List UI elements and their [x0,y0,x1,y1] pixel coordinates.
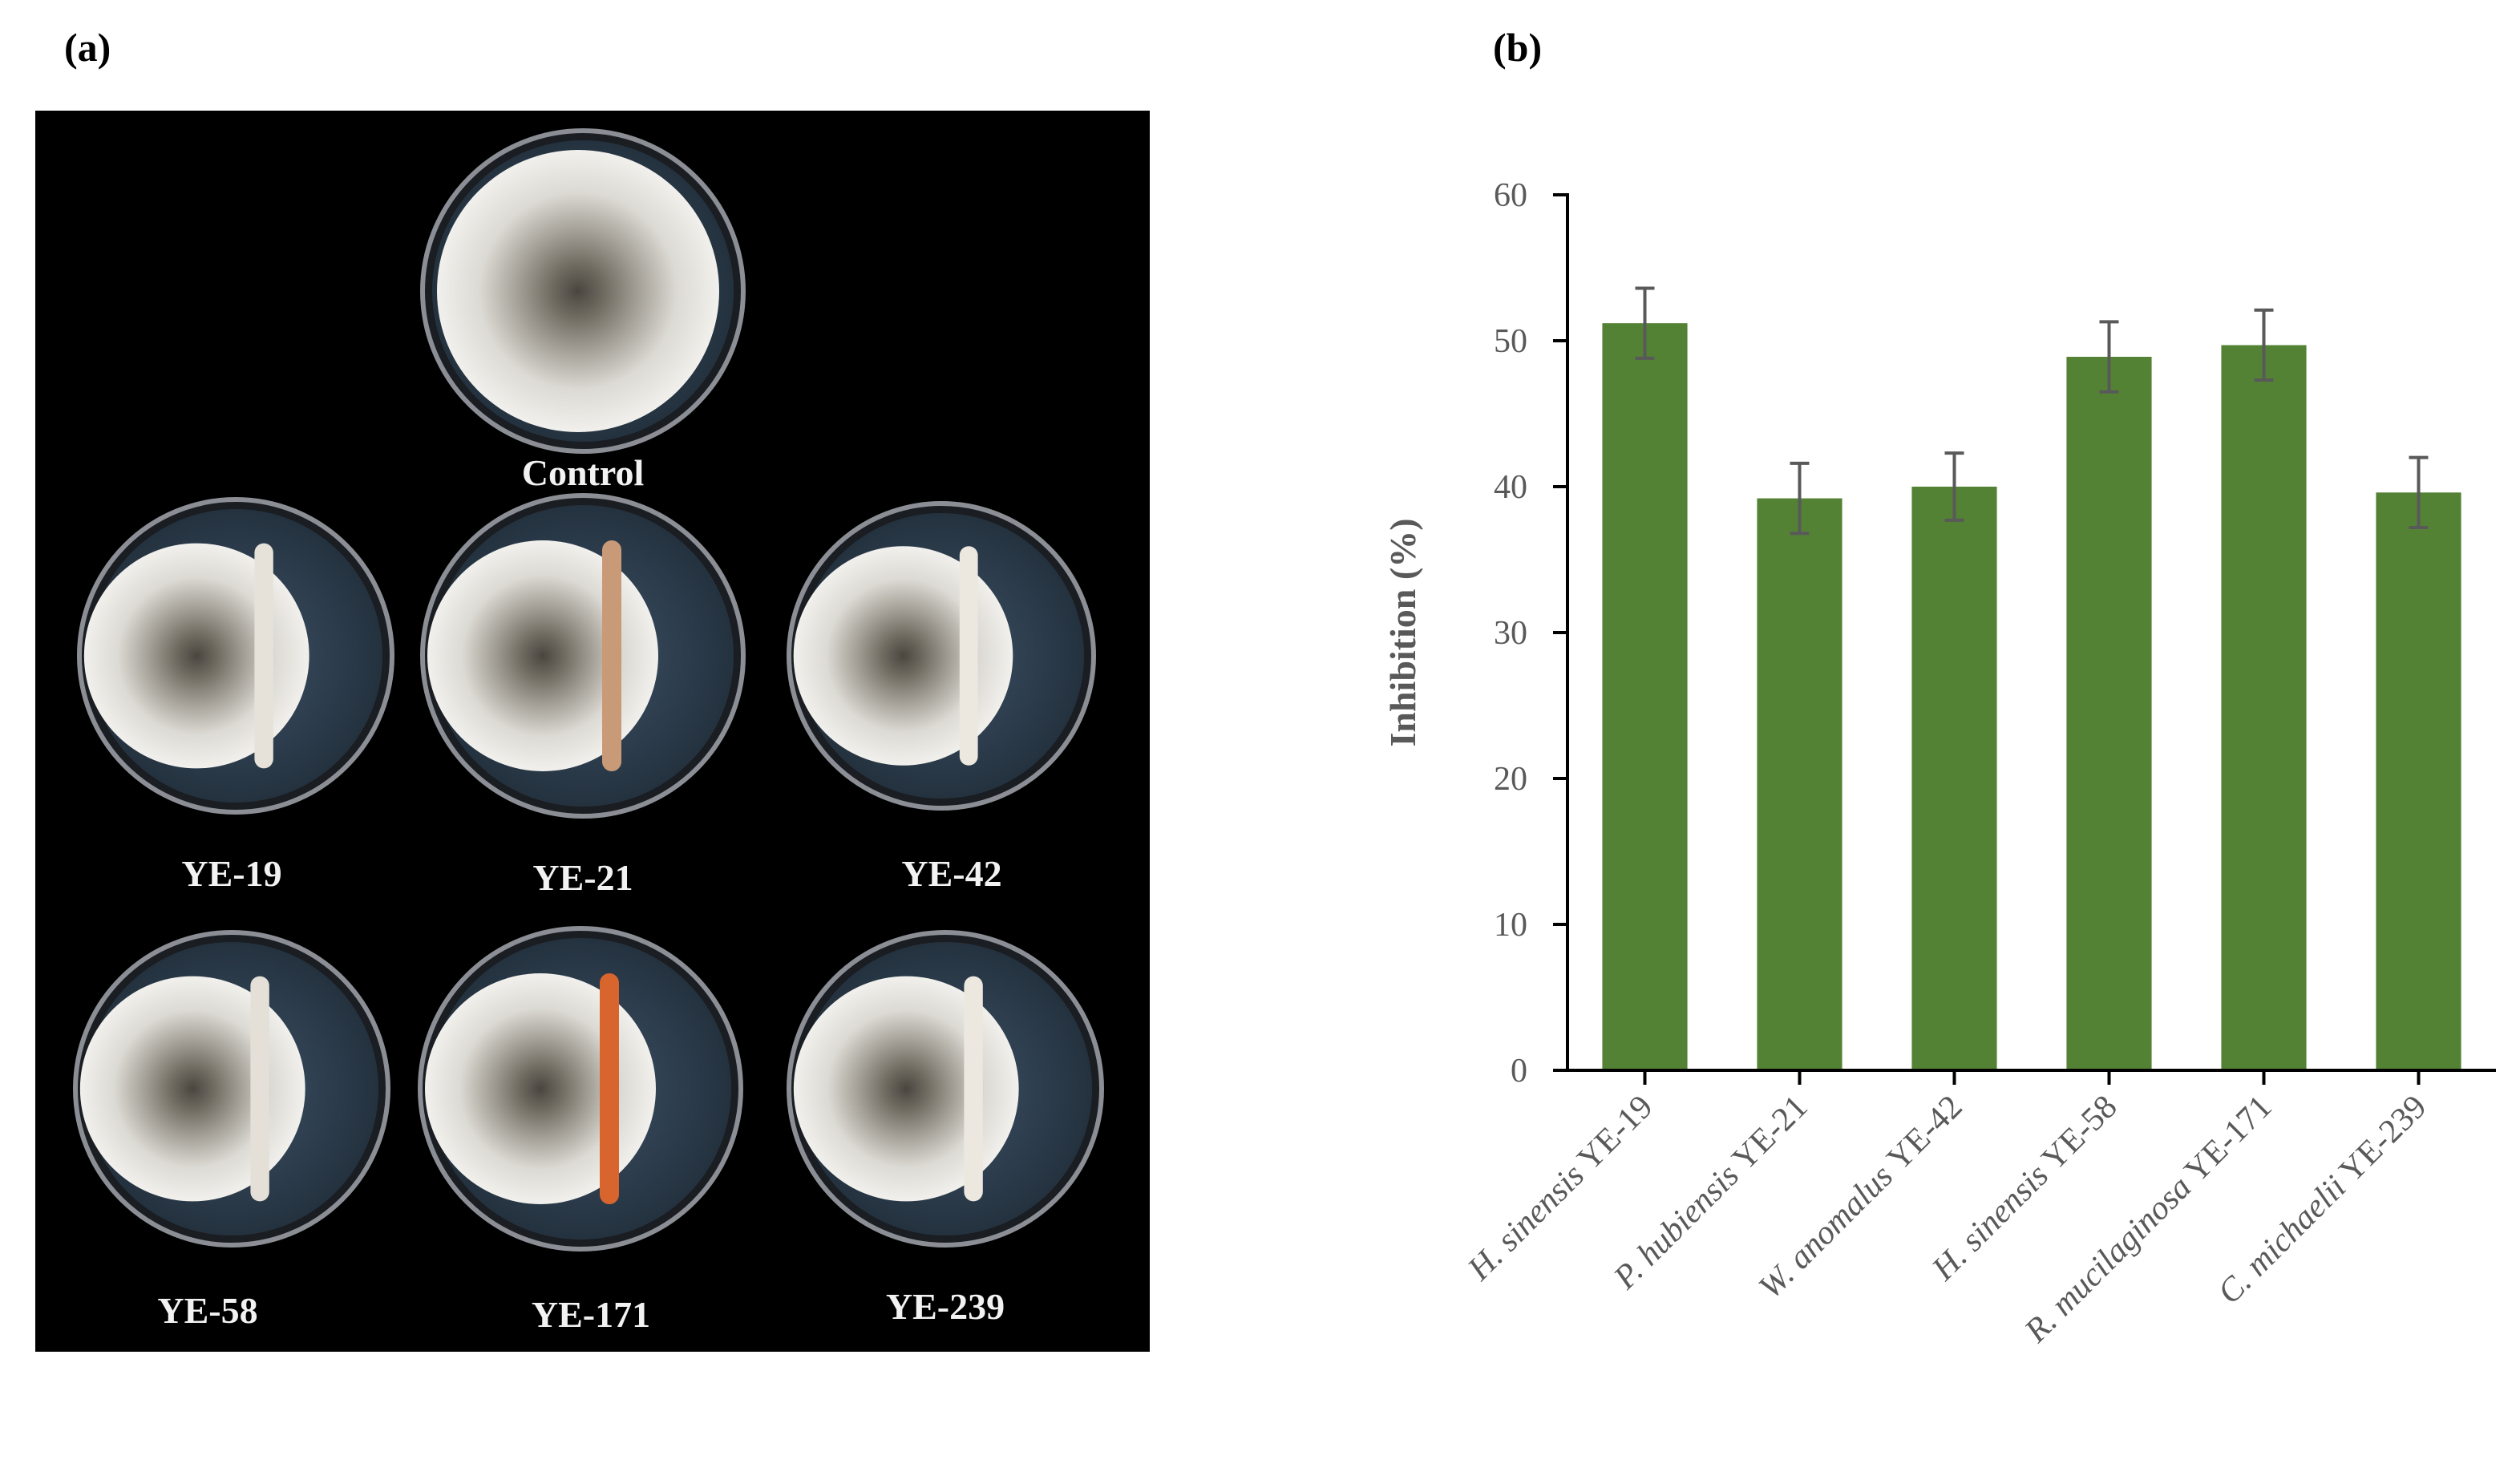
y-tick-label: 0 [1511,1053,1527,1090]
fungal-colony [79,976,305,1202]
petri-dish-photo: Control YE-19 YE-21 YE-42 YE-58 YE-171 Y… [35,111,1150,1352]
panel-label-a: (a) [64,25,111,70]
bar [1911,487,1997,1070]
x-tick-label: R. mucilaginosa YE-171 [2017,1089,2279,1351]
error-bar [1944,451,1964,522]
error-bar [2409,455,2429,529]
bar [2066,357,2152,1070]
petri-dish-drawing [73,128,1104,1252]
bar [1757,498,1842,1070]
bar-series [1602,323,2461,1071]
error-bar [1790,461,1810,536]
bar [2376,492,2461,1070]
yeast-streak [250,976,269,1202]
fungal-colony [437,150,719,432]
dish-label-ye239: YE-239 [885,1286,1005,1327]
error-bars [1635,286,2429,536]
dish-label-ye42: YE-42 [901,853,1002,894]
y-tick-label: 10 [1494,907,1527,944]
fungal-colony [425,973,656,1204]
y-axis-ticks: 0 10 20 30 40 50 60 [1494,177,1567,1090]
y-tick-label: 30 [1494,615,1527,652]
yeast-streak [254,543,273,769]
dish-label-ye171: YE-171 [531,1294,651,1335]
petri-dish [73,930,390,1248]
x-axis-ticks: H. sinensis YE-19P. hubiensis YE-21W. an… [1460,1070,2434,1351]
fungal-colony [793,546,1013,766]
yeast-streak [602,540,621,771]
y-tick-label: 50 [1494,323,1527,360]
inhibition-bar-chart: 0 10 20 30 40 50 60 H. sinensis YE-19P. hubien… [1382,177,2496,1351]
petri-dish [77,497,394,815]
petri-dish [787,930,1104,1248]
error-bar [1635,286,1655,360]
petri-dish [420,128,746,454]
fungal-colony [83,543,309,769]
petri-dish [418,926,743,1252]
dish-label-ye19: YE-19 [181,853,282,894]
yeast-streak [959,546,978,766]
error-bar [2254,308,2274,382]
bar [2221,345,2307,1071]
y-tick-label: 20 [1494,761,1527,798]
y-tick-label: 40 [1494,469,1527,506]
yeast-streak [964,976,983,1202]
dish-label-ye58: YE-58 [157,1290,258,1331]
dish-label-control: Control [521,452,645,493]
fungal-colony [427,540,658,771]
yeast-streak [600,973,619,1204]
dish-label-ye21: YE-21 [532,857,633,898]
error-bar [2099,320,2119,394]
fungal-colony [793,976,1019,1202]
petri-dish [420,493,746,819]
y-tick-label: 60 [1494,177,1527,214]
y-axis-label: Inhibition (%) [1382,518,1423,746]
panel-label-b: (b) [1493,25,1543,70]
petri-dish [787,501,1096,811]
bar [1602,323,1688,1070]
